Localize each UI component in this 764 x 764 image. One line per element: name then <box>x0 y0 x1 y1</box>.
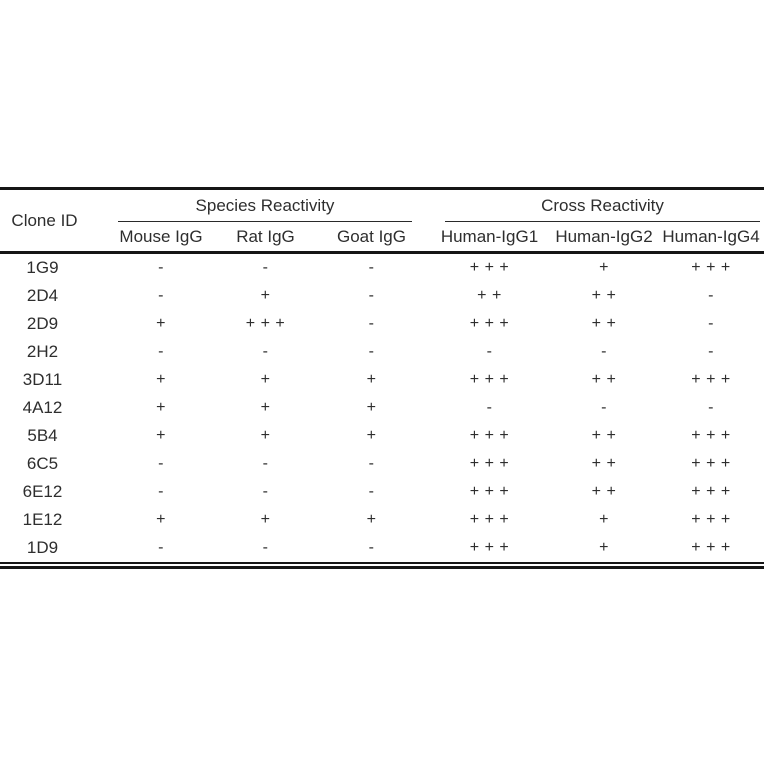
reactivity-value: + + + <box>469 371 510 388</box>
reactivity-value: + <box>599 511 609 528</box>
reactivity-value: + <box>260 287 271 304</box>
column-group-cross-reactivity: Cross Reactivity <box>445 190 760 222</box>
reactivity-value: - <box>262 539 269 556</box>
reactivity-value: - <box>368 343 375 360</box>
table-header: Clone ID Species Reactivity Mouse IgG Rat … <box>0 190 764 251</box>
reactivity-value: - <box>158 483 164 500</box>
reactivity-value: + + + <box>469 259 510 276</box>
reactivity-value: + <box>156 371 166 388</box>
reactivity-value: + <box>260 511 271 528</box>
reactivity-value: - <box>262 343 269 360</box>
reactivity-value: + + + <box>245 315 286 332</box>
reactivity-value: - <box>158 539 164 556</box>
clone-id: 4A12 <box>22 398 63 417</box>
reactivity-value: + + + <box>469 483 510 500</box>
reactivity-value: - <box>368 539 375 556</box>
reactivity-value: + + + <box>691 483 731 500</box>
reactivity-value: + + + <box>691 259 731 276</box>
clone-id: 3D11 <box>22 370 63 389</box>
reactivity-value: + + <box>591 483 617 500</box>
reactivity-value: + <box>599 259 609 276</box>
column-header: Rat IgG <box>236 226 295 246</box>
reactivity-value: - <box>708 315 714 332</box>
reactivity-value: + + + <box>469 455 510 472</box>
reactivity-value: + + + <box>469 427 510 444</box>
clone-id: 6C5 <box>26 454 59 473</box>
reactivity-value: - <box>368 259 375 276</box>
bottom-rule-thick <box>0 565 764 569</box>
reactivity-value: - <box>486 399 493 416</box>
clone-reactivity-table: Clone ID Species Reactivity Mouse IgG Rat … <box>0 187 764 569</box>
clone-id: 1D9 <box>26 538 59 557</box>
reactivity-value: + <box>156 399 166 416</box>
reactivity-value: + <box>260 427 271 444</box>
reactivity-value: + + + <box>691 371 731 388</box>
reactivity-value: + <box>156 315 166 332</box>
reactivity-value: - <box>368 455 375 472</box>
reactivity-value: + + + <box>691 455 731 472</box>
reactivity-value: + <box>366 371 377 388</box>
reactivity-value: - <box>158 455 164 472</box>
reactivity-value: - <box>601 399 607 416</box>
reactivity-value: - <box>158 259 164 276</box>
reactivity-value: + <box>156 427 166 444</box>
reactivity-value: + <box>366 399 377 416</box>
column-header: Human-IgG1 <box>440 226 539 246</box>
reactivity-value: + <box>260 371 271 388</box>
reactivity-value: + + <box>591 287 617 304</box>
reactivity-value: + <box>366 427 377 444</box>
reactivity-value: - <box>601 343 607 360</box>
table-top-rule <box>0 187 764 190</box>
reactivity-value: - <box>708 287 714 304</box>
reactivity-value: + + + <box>469 511 510 528</box>
reactivity-value: + + + <box>691 539 731 556</box>
clone-id: 6E12 <box>22 482 63 501</box>
reactivity-value: - <box>368 483 375 500</box>
column-header: Human-IgG4 <box>662 226 760 246</box>
reactivity-value: - <box>158 287 164 304</box>
reactivity-value: - <box>262 483 269 500</box>
reactivity-value: + + <box>591 427 617 444</box>
reactivity-value: + + <box>591 315 617 332</box>
reactivity-value: - <box>262 455 269 472</box>
reactivity-value: + + <box>591 455 617 472</box>
column-header: Human-IgG2 <box>555 226 653 246</box>
reactivity-value: - <box>368 287 375 304</box>
reactivity-value: - <box>368 315 375 332</box>
reactivity-value: + + + <box>469 315 510 332</box>
clone-id: 1E12 <box>22 510 63 529</box>
reactivity-value: + <box>599 539 609 556</box>
reactivity-value: - <box>158 343 164 360</box>
reactivity-value: - <box>708 343 714 360</box>
bottom-rule-thin <box>0 562 764 564</box>
reactivity-value: - <box>708 399 714 416</box>
reactivity-value: + + + <box>691 511 731 528</box>
header-divider-rule <box>0 251 764 254</box>
reactivity-value: - <box>486 343 493 360</box>
reactivity-value: + + <box>477 287 502 304</box>
column-header: Goat IgG <box>337 226 406 246</box>
clone-id: 2D9 <box>26 314 59 333</box>
reactivity-value: + + <box>591 371 617 388</box>
clone-id: 5B4 <box>27 426 58 445</box>
clone-id: 2H2 <box>26 342 59 361</box>
reactivity-value: + <box>260 399 271 416</box>
column-group-species-reactivity: Species Reactivity <box>118 190 412 222</box>
clone-id: 2D4 <box>26 286 59 305</box>
column-header: Mouse IgG <box>119 226 203 246</box>
clone-id-header: Clone ID <box>11 210 78 230</box>
clone-id: 1G9 <box>26 258 59 277</box>
reactivity-value: + <box>366 511 377 528</box>
reactivity-value: + <box>156 511 166 528</box>
reactivity-value: + + + <box>469 539 510 556</box>
reactivity-value: - <box>262 259 269 276</box>
reactivity-value: + + + <box>691 427 731 444</box>
table-body: 1G9- - - + + + + + + +2D4- + - + + + + -2D9 + + + + -… <box>0 254 764 562</box>
